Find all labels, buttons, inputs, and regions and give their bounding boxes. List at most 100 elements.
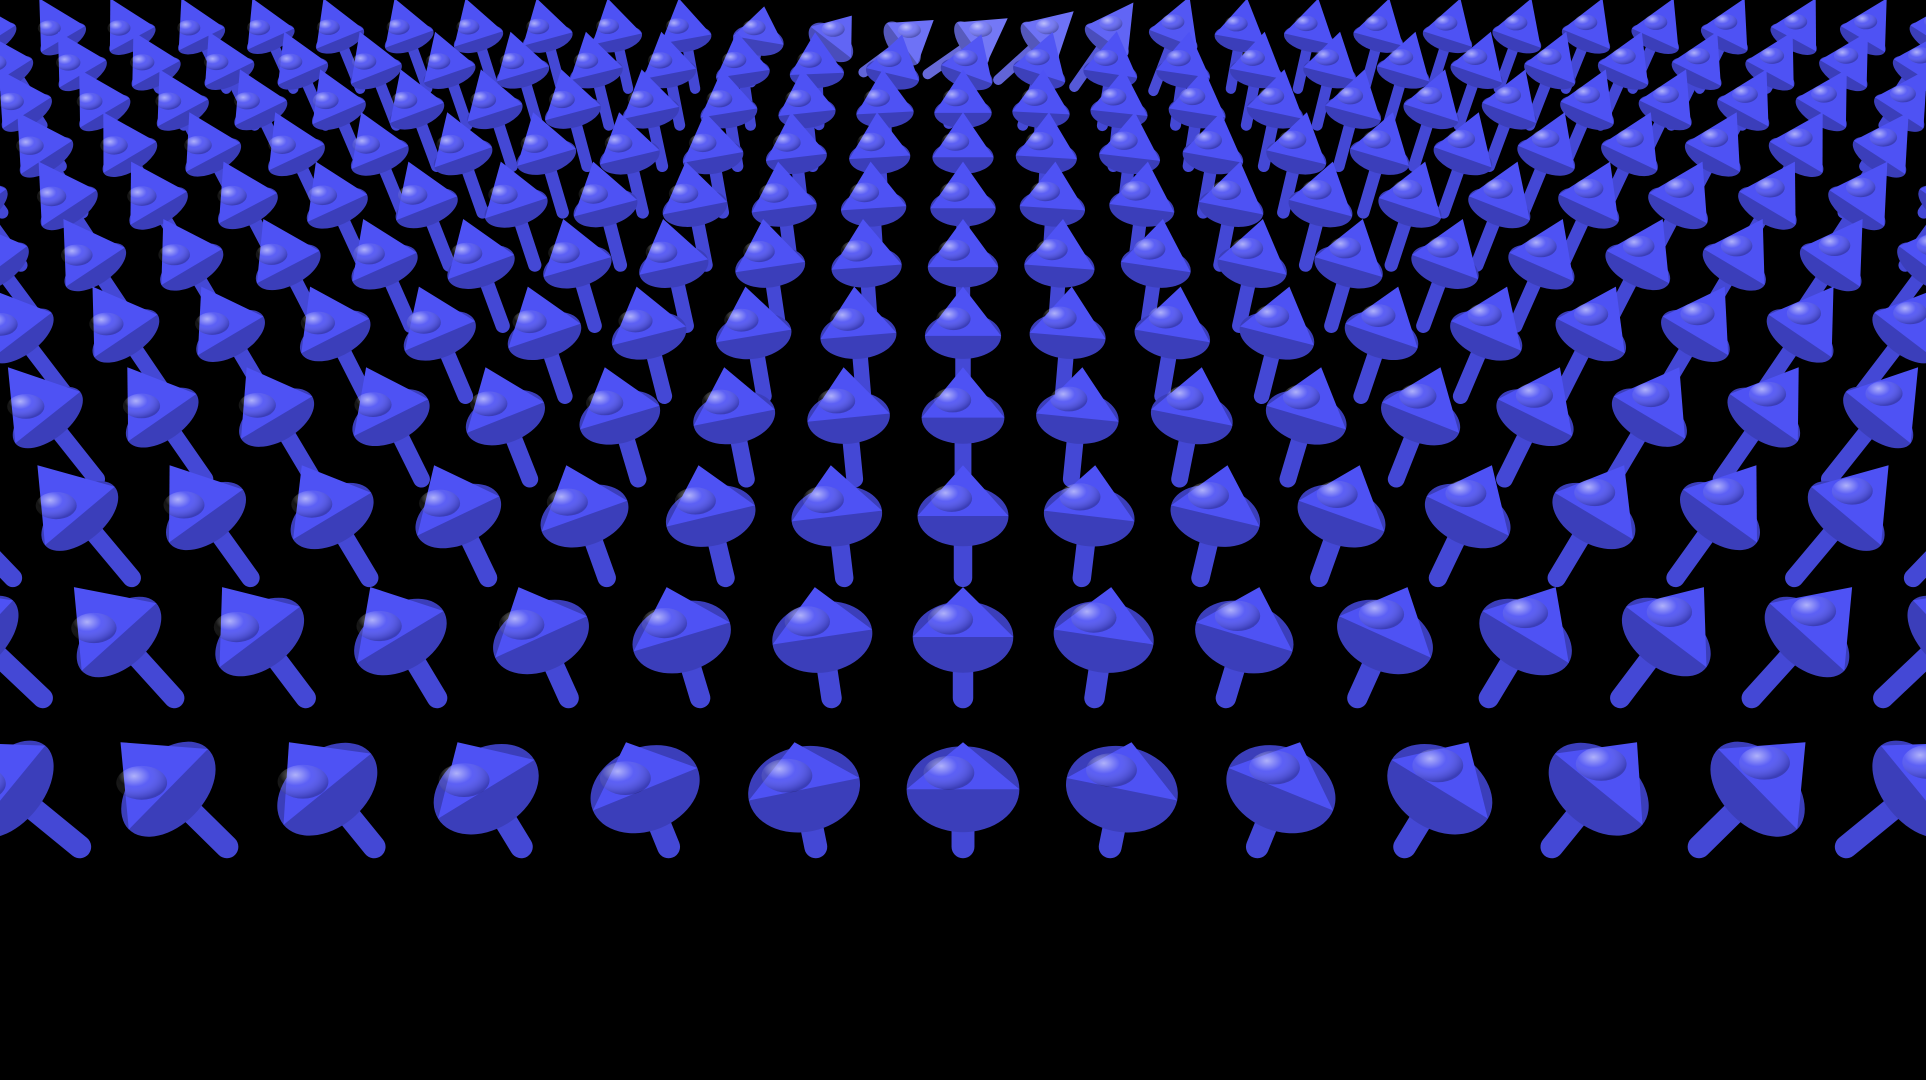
spin-arrow — [447, 219, 515, 333]
spin-arrow-highlight — [1759, 47, 1785, 64]
spin-arrow-cone — [423, 31, 476, 83]
spin-arrow-cone — [79, 69, 130, 128]
spin-arrow — [632, 587, 731, 709]
spin-arrow-highlight — [936, 307, 971, 331]
spin-arrow-highlight — [1025, 131, 1054, 151]
spin-arrow — [1834, 740, 1926, 859]
spin-arrow-highlight — [247, 19, 271, 36]
spin-arrow-highlight — [122, 393, 161, 419]
spin-arrow-highlight — [1622, 235, 1655, 257]
spin-arrow-highlight — [37, 20, 61, 36]
spin-arrow-highlight — [163, 491, 205, 519]
spin-arrow — [0, 740, 92, 859]
spin-arrow-cone — [385, 0, 434, 48]
spin-arrow — [693, 367, 776, 488]
spin-arrow-highlight — [61, 244, 93, 266]
spin-arrow — [1433, 112, 1493, 219]
spin-arrow-cone — [352, 219, 417, 282]
spin-arrow-highlight — [702, 389, 740, 415]
spin-arrow — [484, 161, 548, 272]
spin-arrow-highlight — [1644, 14, 1668, 30]
spin-arrow-highlight — [1732, 85, 1758, 103]
spin-arrow — [7, 367, 106, 488]
spin-arrow — [590, 742, 700, 859]
spin-arrow-highlight — [520, 134, 549, 153]
spin-arrow — [1109, 161, 1175, 272]
spin-arrow-highlight — [1194, 131, 1222, 150]
spin-arrow-cone — [161, 219, 222, 285]
spin-arrow — [0, 551, 23, 588]
spin-arrow — [715, 286, 792, 404]
spin-arrow-highlight — [1036, 239, 1068, 261]
spin-arrow-cone — [0, 292, 52, 353]
spin-arrow-highlight — [217, 185, 247, 206]
spin-arrow — [1450, 31, 1503, 131]
spin-arrow-highlight — [1720, 235, 1753, 257]
spin-arrow-highlight — [300, 311, 335, 335]
spin-arrow-highlight — [177, 20, 201, 36]
spin-arrow — [423, 31, 476, 131]
spin-arrow-highlight — [546, 488, 588, 516]
spin-arrow — [1337, 587, 1433, 709]
spin-arrow-highlight — [840, 240, 873, 262]
spin-arrow-cone — [178, 0, 225, 51]
spin-arrow — [1150, 367, 1233, 488]
spin-arrow — [465, 367, 545, 488]
spin-arrow — [591, 0, 643, 94]
spin-arrow-highlight — [1784, 14, 1808, 30]
spin-arrow — [389, 69, 445, 173]
spin-arrow-highlight — [1059, 483, 1101, 511]
spin-arrow-cone — [0, 234, 28, 267]
spin-arrow-highlight — [1703, 478, 1744, 506]
spin-arrow-highlight — [1086, 753, 1137, 787]
spin-arrow-highlight — [1358, 599, 1405, 630]
spin-arrow-highlight — [1337, 87, 1364, 105]
spin-arrow — [1903, 551, 1926, 588]
spin-arrow-cone — [218, 161, 277, 224]
spin-arrow-highlight — [857, 132, 885, 152]
spin-arrow-highlight — [627, 90, 654, 108]
spin-arrow-highlight — [268, 135, 296, 154]
spin-arrow-highlight — [1574, 14, 1598, 31]
spin-arrow-highlight — [897, 22, 921, 38]
spin-arrow — [1820, 367, 1919, 488]
spin-arrow — [1226, 742, 1336, 859]
spin-arrow — [71, 587, 185, 709]
spin-arrow-highlight — [1664, 178, 1695, 198]
spin-arrow-cone — [293, 465, 372, 540]
spin-arrow-highlight — [398, 185, 428, 205]
spin-arrow-highlight — [127, 186, 157, 206]
spin-arrow-highlight — [291, 490, 333, 518]
spin-arrow-cone — [0, 41, 33, 80]
spin-arrow-highlight — [674, 487, 716, 515]
spin-arrow-highlight — [1121, 181, 1151, 201]
spin-arrow — [1424, 465, 1511, 588]
spin-arrow — [35, 465, 141, 588]
spin-arrow — [1029, 286, 1106, 404]
spin-arrow-highlight — [785, 89, 812, 107]
spin-arrow-cone — [434, 112, 492, 168]
spin-arrow-highlight — [1574, 478, 1616, 507]
spin-arrow — [496, 31, 550, 131]
spin-arrow — [354, 587, 448, 709]
spin-arrow — [642, 31, 697, 131]
spin-arrow — [1712, 367, 1801, 488]
spin-arrow-highlight — [1790, 596, 1837, 627]
spin-arrow-cone — [219, 587, 300, 668]
spin-arrow-highlight — [1224, 16, 1248, 32]
spin-arrow — [1547, 465, 1636, 588]
spin-arrow — [352, 367, 430, 488]
spin-arrow-highlight — [1447, 129, 1476, 149]
spin-arrow-highlight — [1042, 306, 1077, 330]
spin-arrow-shaft — [1873, 643, 1926, 709]
spin-arrow-highlight — [1294, 15, 1318, 32]
spin-arrow-highlight — [204, 53, 229, 71]
spin-arrow — [516, 112, 577, 219]
spin-arrow — [639, 219, 709, 333]
spin-arrow-cone — [312, 69, 366, 125]
spin-arrow — [791, 465, 883, 588]
spin-arrow-highlight — [1416, 86, 1443, 105]
spin-arrow-highlight — [742, 19, 766, 36]
spin-arrow — [912, 587, 1014, 709]
spin-arrow-highlight — [953, 49, 978, 67]
